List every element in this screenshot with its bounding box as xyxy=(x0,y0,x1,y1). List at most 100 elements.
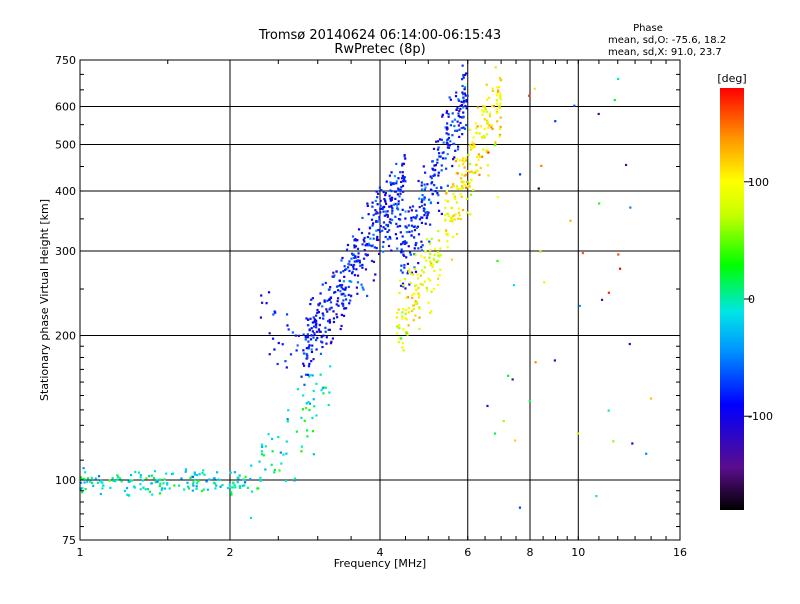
data-point xyxy=(462,111,465,114)
data-point xyxy=(493,144,496,147)
data-point xyxy=(260,443,264,446)
data-point xyxy=(428,240,431,243)
data-point xyxy=(467,184,470,188)
data-point xyxy=(396,311,399,314)
data-point xyxy=(148,490,151,493)
data-point xyxy=(451,120,454,123)
data-point xyxy=(446,143,450,146)
data-point xyxy=(286,418,289,421)
data-point xyxy=(436,148,440,151)
data-point xyxy=(497,86,501,89)
data-point xyxy=(320,389,323,392)
data-point xyxy=(416,225,420,228)
data-point xyxy=(449,216,453,219)
data-point xyxy=(468,162,472,166)
data-point xyxy=(302,352,306,355)
data-point xyxy=(348,280,351,283)
data-point xyxy=(476,125,479,128)
data-point xyxy=(440,164,443,167)
data-point xyxy=(400,185,403,189)
data-point xyxy=(401,315,404,318)
data-point xyxy=(418,316,421,319)
data-point xyxy=(319,330,322,333)
data-point xyxy=(388,235,391,239)
data-point xyxy=(441,115,444,118)
data-point xyxy=(430,237,433,241)
data-point xyxy=(257,487,260,490)
data-point xyxy=(161,487,164,490)
data-point xyxy=(613,98,616,102)
data-point xyxy=(437,171,440,174)
data-point xyxy=(319,373,322,376)
data-point xyxy=(412,236,416,239)
y-tick-label: 500 xyxy=(55,139,76,152)
data-point xyxy=(358,259,361,262)
data-point xyxy=(384,194,387,197)
data-point xyxy=(339,290,342,293)
data-point xyxy=(384,202,388,205)
data-point xyxy=(229,471,232,474)
data-point xyxy=(313,318,316,321)
data-point xyxy=(342,302,345,306)
colorbar-tick-label: -100 xyxy=(748,410,773,423)
phase-heading: Phase xyxy=(633,23,663,34)
data-point xyxy=(449,218,453,221)
data-point xyxy=(339,271,342,274)
data-point xyxy=(455,184,458,188)
data-point xyxy=(313,333,316,336)
data-point xyxy=(417,292,420,295)
data-point xyxy=(496,259,499,263)
data-point xyxy=(385,223,388,227)
data-point xyxy=(243,484,246,487)
data-point xyxy=(400,251,403,254)
data-point xyxy=(444,206,447,210)
data-point xyxy=(302,394,305,397)
data-point xyxy=(351,252,354,255)
data-point xyxy=(397,326,400,329)
data-point xyxy=(402,349,405,352)
data-point xyxy=(483,110,486,113)
data-point xyxy=(437,174,440,177)
data-point xyxy=(414,314,417,317)
data-point xyxy=(429,248,432,252)
data-point xyxy=(389,181,392,184)
data-point xyxy=(463,183,466,187)
data-point xyxy=(355,268,358,271)
data-point xyxy=(214,487,217,490)
data-point xyxy=(412,319,415,322)
data-point xyxy=(428,198,431,201)
data-point xyxy=(127,480,130,483)
data-point xyxy=(102,484,105,487)
data-point xyxy=(294,334,297,337)
data-point xyxy=(389,197,392,200)
data-point xyxy=(368,232,371,235)
data-point xyxy=(460,177,463,180)
data-point xyxy=(162,482,165,485)
data-point xyxy=(483,136,486,139)
data-point xyxy=(217,478,220,481)
data-point xyxy=(351,235,355,238)
phase-mean-o: mean, sd,O: -75.6, 18.2 xyxy=(608,35,726,46)
data-point xyxy=(310,334,313,337)
data-point xyxy=(400,337,403,340)
data-point xyxy=(184,468,188,471)
data-point xyxy=(332,320,336,324)
data-point xyxy=(463,86,467,89)
data-point xyxy=(414,300,417,303)
x-axis-label: Frequency [MHz] xyxy=(334,557,426,570)
data-point xyxy=(348,269,351,273)
data-point xyxy=(426,289,429,292)
data-point xyxy=(362,238,365,241)
data-point xyxy=(482,148,485,151)
data-point xyxy=(402,190,405,193)
data-point xyxy=(498,77,502,80)
data-point xyxy=(478,132,481,135)
data-point xyxy=(150,482,153,485)
data-point xyxy=(488,124,491,127)
data-point xyxy=(158,492,162,495)
data-point xyxy=(403,266,406,269)
data-point xyxy=(430,262,433,265)
data-point xyxy=(114,480,117,483)
data-point xyxy=(340,293,343,296)
data-point xyxy=(402,180,405,183)
